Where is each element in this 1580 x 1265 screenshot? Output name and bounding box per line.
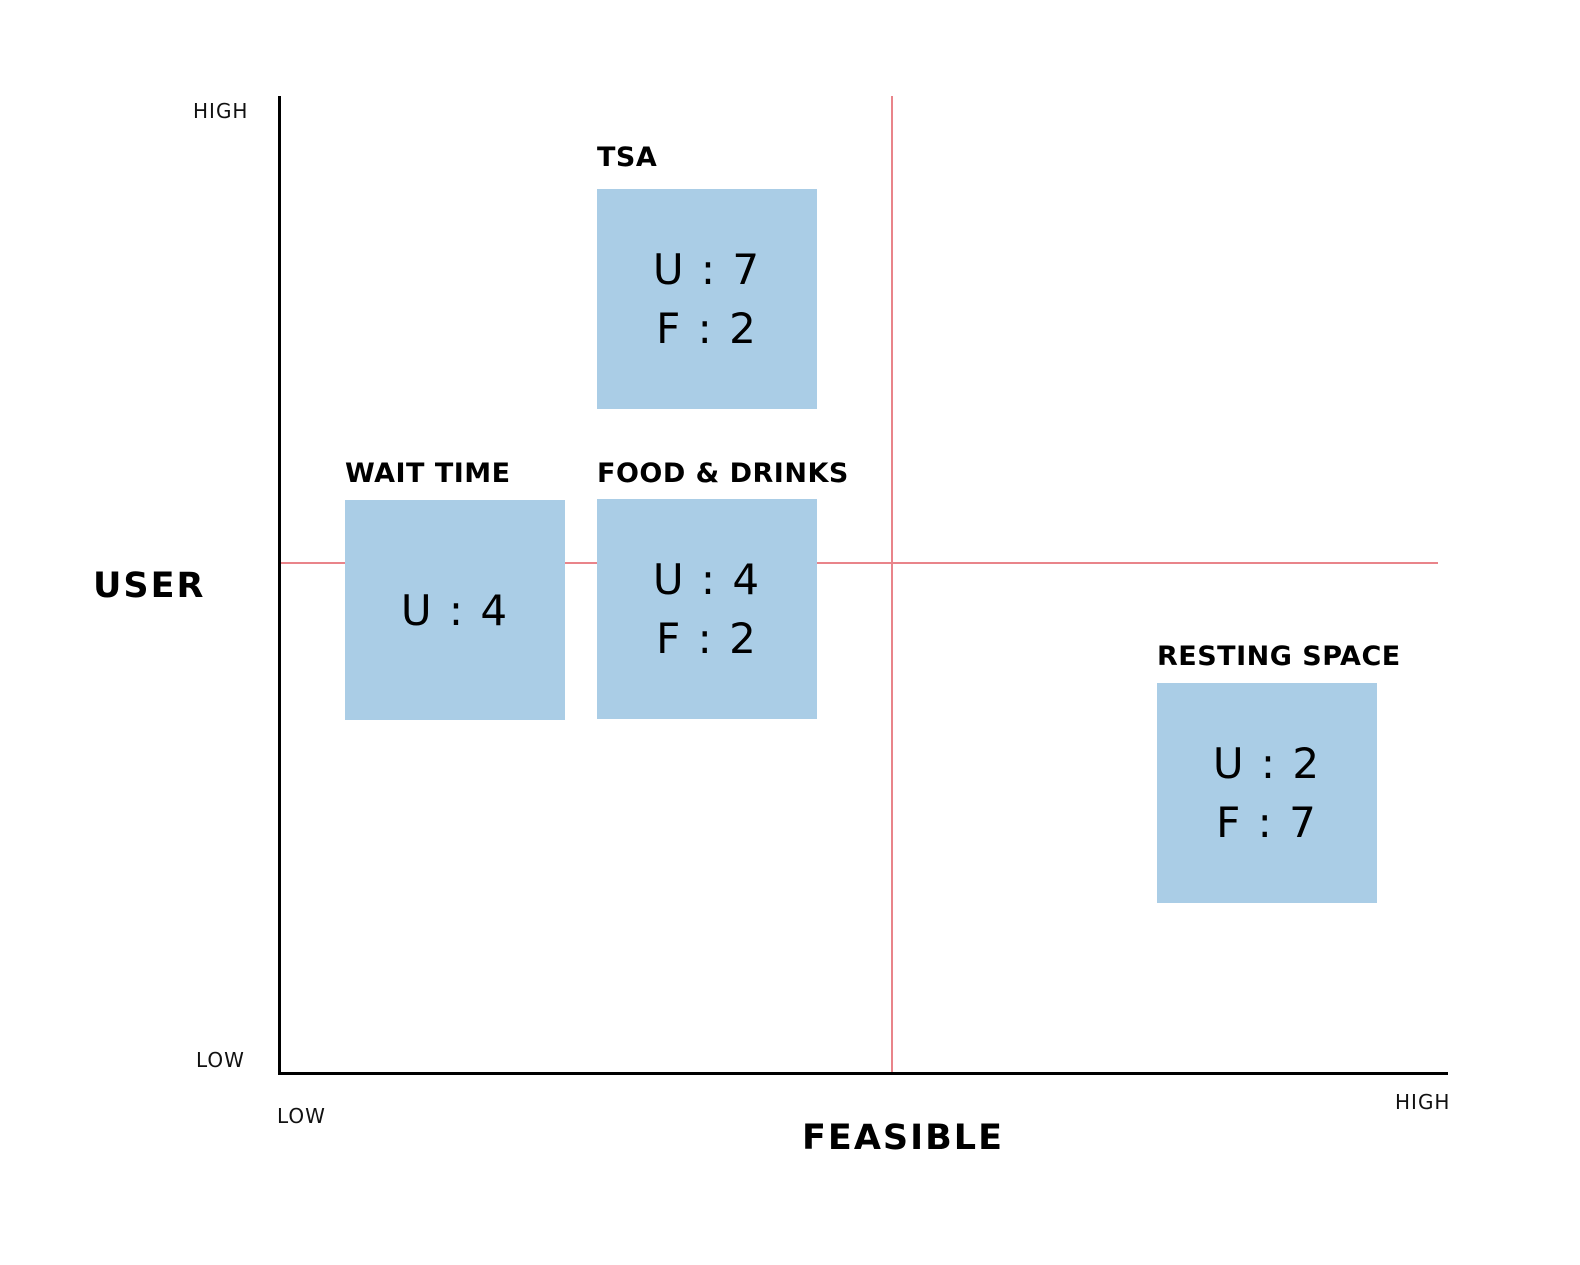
item-label-food-drinks: FOOD & DRINKS bbox=[597, 458, 849, 489]
y-axis-title: USER bbox=[93, 566, 206, 606]
quadrant-divider-vertical bbox=[891, 96, 893, 1072]
feasible-score: F : 2 bbox=[656, 614, 758, 663]
x-axis-high-label: HIGH bbox=[1395, 1090, 1451, 1114]
user-score: U : 7 bbox=[652, 245, 762, 294]
item-label-wait-time: WAIT TIME bbox=[345, 458, 511, 489]
quadrant-divider-horizontal bbox=[281, 562, 1438, 564]
feasible-score: F : 7 bbox=[1216, 798, 1318, 847]
x-axis-line bbox=[278, 1072, 1448, 1075]
x-axis-title: FEASIBLE bbox=[802, 1118, 1005, 1158]
item-card-food-drinks: U : 4 F : 2 bbox=[597, 499, 817, 719]
item-card-tsa: U : 7 F : 2 bbox=[597, 189, 817, 409]
x-axis-low-label: LOW bbox=[277, 1104, 326, 1128]
user-score: U : 4 bbox=[652, 555, 762, 604]
item-label-resting-space: RESTING SPACE bbox=[1157, 641, 1401, 672]
y-axis-low-label: LOW bbox=[196, 1048, 245, 1072]
item-card-resting-space: U : 2 F : 7 bbox=[1157, 683, 1377, 903]
item-card-wait-time: U : 4 bbox=[345, 500, 565, 720]
feasible-score: F : 2 bbox=[656, 304, 758, 353]
y-axis-line bbox=[278, 96, 281, 1075]
item-label-tsa: TSA bbox=[597, 142, 658, 173]
user-score: U : 2 bbox=[1212, 739, 1322, 788]
user-score: U : 4 bbox=[400, 585, 510, 635]
y-axis-high-label: HIGH bbox=[193, 99, 249, 123]
